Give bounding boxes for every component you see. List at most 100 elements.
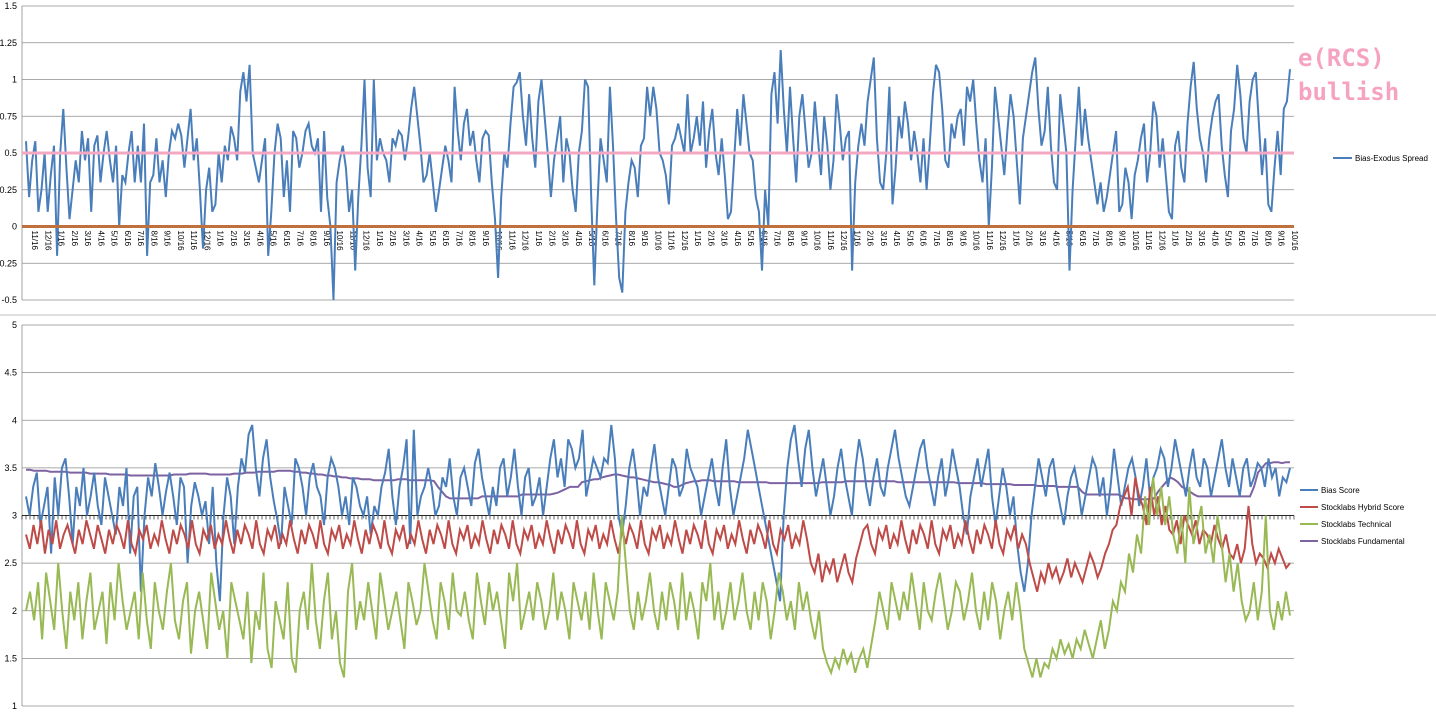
y-tick-label: 3 xyxy=(12,511,17,521)
x-tick-label: 11/16 xyxy=(30,231,39,251)
x-tick-label: 8/16 xyxy=(786,231,795,247)
legend-label: Bias-Exodus Spread xyxy=(1355,154,1428,163)
x-tick-label: 11/16 xyxy=(348,231,357,251)
x-tick-label: 11/16 xyxy=(985,231,994,251)
x-tick-label: 6/16 xyxy=(919,231,928,247)
y-tick-label: 1.25 xyxy=(0,38,17,48)
lower-chart-scores: 1 1.5 2 2.5 3 3.5 4 4.5 5 Bias Score Stocklabs Hyb… xyxy=(4,320,1404,711)
legend-label: Stocklabs Fundamental xyxy=(1321,537,1405,546)
x-tick-label: 5/16 xyxy=(1224,231,1233,247)
x-tick-label: 12/16 xyxy=(202,231,211,252)
x-tick-label: 11/16 xyxy=(1144,231,1153,251)
x-tick-label: 12/16 xyxy=(998,231,1007,252)
x-tick-label: 8/16 xyxy=(627,231,636,247)
x-tick-label: 2/16 xyxy=(229,231,238,247)
series-line-bias-score xyxy=(25,424,1291,602)
legend-label: Stocklabs Technical xyxy=(1321,520,1391,529)
x-tick-label: 3/16 xyxy=(561,231,570,247)
x-tick-label: 3/16 xyxy=(401,231,410,247)
x-tick-label: 12/16 xyxy=(839,231,848,252)
x-tick-label: 3/16 xyxy=(879,231,888,247)
x-tick-label: 6/16 xyxy=(1237,231,1246,247)
x-tick-label: 2/16 xyxy=(1025,231,1034,247)
x-tick-label: 12/16 xyxy=(43,231,52,252)
x-tick-label: 11/16 xyxy=(667,231,676,251)
x-tick-label: 9/16 xyxy=(640,231,649,247)
y-tick-label: 1 xyxy=(12,75,17,85)
y-tick-label: 2.5 xyxy=(4,558,17,568)
x-tick-label: 2/16 xyxy=(1184,231,1193,247)
x-tick-label: 8/16 xyxy=(468,231,477,247)
y-tick-label: -0.25 xyxy=(0,258,17,268)
x-tick-label: 4/16 xyxy=(574,231,583,247)
legend-label: Stocklabs Hybrid Score xyxy=(1321,503,1405,512)
x-tick-label: 6/16 xyxy=(1078,231,1087,247)
x-tick-label: 9/16 xyxy=(799,231,808,247)
x-tick-label: 4/16 xyxy=(1051,231,1060,247)
y-tick-label: 5 xyxy=(12,320,17,330)
x-tick-label: 10/16 xyxy=(335,231,344,252)
x-tick-label: 1/16 xyxy=(375,231,384,247)
x-tick-label: 1/16 xyxy=(1011,231,1020,247)
y-tick-label: 3.5 xyxy=(4,463,17,473)
y-tick-label: 0 xyxy=(12,222,17,232)
x-tick-label: 1/16 xyxy=(693,231,702,247)
x-tick-label: 6/16 xyxy=(282,231,291,247)
x-tick-label: 11/16 xyxy=(189,231,198,251)
x-tick-label: 9/16 xyxy=(1277,231,1286,247)
x-tick-label: 7/16 xyxy=(295,231,304,247)
y-tick-label: -0.5 xyxy=(1,295,17,305)
series-line-bias-exodus-spread xyxy=(25,50,1291,301)
x-tick-label: 6/16 xyxy=(600,231,609,247)
x-tick-label: 12/16 xyxy=(521,231,530,252)
x-tick-label: 8/16 xyxy=(309,231,318,247)
x-tick-label: 10/16 xyxy=(1131,231,1140,252)
series-line-stocklabs-technical xyxy=(25,477,1291,678)
x-tick-label: 7/16 xyxy=(1091,231,1100,247)
x-tick-label: 2/16 xyxy=(70,231,79,247)
y-tick-label: 0.5 xyxy=(4,148,17,158)
x-tick-label: 4/16 xyxy=(733,231,742,247)
x-tick-label: 4/16 xyxy=(1210,231,1219,247)
x-tick-label: 5/16 xyxy=(110,231,119,247)
upper-chart-bias-exodus-spread: -0.5 -0.25 0 0.25 0.5 0.75 1 1.25 1.5 11/16 12/16 1… xyxy=(0,1,1428,305)
x-tick-label: 4/16 xyxy=(255,231,264,247)
x-tick-label: 7/16 xyxy=(454,231,463,247)
x-tick-label: 11/16 xyxy=(507,231,516,251)
x-tick-label: 3/16 xyxy=(242,231,251,247)
x-tick-label: 10/16 xyxy=(176,231,185,252)
x-tick-label: 12/16 xyxy=(680,231,689,252)
x-tick-label: 1/16 xyxy=(57,231,66,247)
x-tick-label: 12/16 xyxy=(1157,231,1166,252)
series-line-stocklabs-hybrid-score xyxy=(25,477,1291,592)
x-tick-label: 1/16 xyxy=(852,231,861,247)
annotation-text: bullish xyxy=(1298,78,1399,106)
x-tick-label: 8/16 xyxy=(1263,231,1272,247)
x-tick-label: 4/16 xyxy=(415,231,424,247)
x-tick-label: 3/16 xyxy=(1197,231,1206,247)
x-tick-label: 3/16 xyxy=(83,231,92,247)
y-tick-label: 0.75 xyxy=(0,111,17,121)
x-tick-label: 5/16 xyxy=(428,231,437,247)
x-tick-label: 9/16 xyxy=(1118,231,1127,247)
x-tick-label: 8/16 xyxy=(945,231,954,247)
y-tick-label: 1.5 xyxy=(4,653,17,663)
x-tick-label: 10/16 xyxy=(972,231,981,252)
legend-label: Bias Score xyxy=(1321,486,1360,495)
annotation-text: e(RCS) xyxy=(1298,44,1385,72)
x-tick-label: 7/16 xyxy=(773,231,782,247)
x-tick-label: 2/16 xyxy=(706,231,715,247)
x-tick-label: 7/16 xyxy=(1250,231,1259,247)
x-tick-label: 1/16 xyxy=(1171,231,1180,247)
y-tick-label: 1.5 xyxy=(4,1,17,11)
x-tick-label: 10/16 xyxy=(1290,231,1299,252)
x-tick-label: 5/16 xyxy=(905,231,914,247)
y-tick-label: 4.5 xyxy=(4,368,17,378)
x-tick-label: 9/16 xyxy=(163,231,172,247)
x-tick-label: 5/16 xyxy=(587,231,596,247)
x-tick-label: 7/16 xyxy=(932,231,941,247)
x-tick-label: 5/16 xyxy=(746,231,755,247)
x-tick-label: 8/16 xyxy=(149,231,158,247)
x-tick-label: 4/16 xyxy=(96,231,105,247)
